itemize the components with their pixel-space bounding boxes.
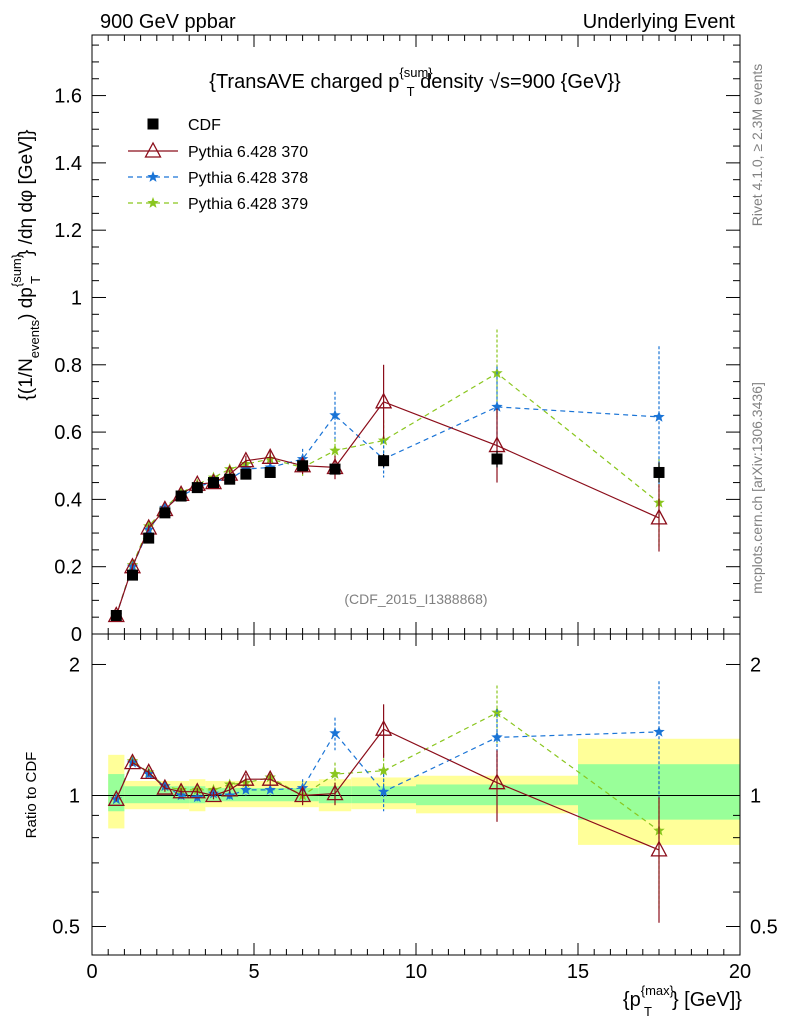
x-tick-label: 15	[567, 961, 589, 983]
main-point-cdf	[240, 468, 252, 480]
main-point-pythia-6-428-379	[224, 463, 236, 474]
main-point-cdf	[127, 569, 138, 581]
x-tick-label: 20	[729, 961, 751, 983]
ratio-point-pythia-6-428-379	[377, 764, 390, 776]
ratio-point-pythia-6-428-378	[491, 731, 503, 743]
main-point-pythia-6-428-378	[491, 400, 503, 412]
legend-marker-cdf	[147, 118, 159, 130]
main-point-cdf	[143, 532, 155, 544]
ratio-point-pythia-6-428-379	[491, 706, 503, 718]
ratio-point-pythia-6-428-378	[224, 789, 236, 801]
header-right: Underlying Event	[583, 11, 736, 33]
x-tick-label: 5	[248, 961, 259, 983]
ratio-point-pythia-6-428-370	[650, 840, 668, 857]
mcplots-label: mcplots.cern.ch [arXiv:1306.3436]	[749, 382, 765, 594]
x-tick-label: 0	[86, 961, 97, 983]
ratio-y-tick-label: 2	[69, 654, 80, 676]
ratio-point-pythia-6-428-370	[237, 769, 255, 786]
ratio-band-green-3	[205, 788, 319, 802]
main-point-cdf	[378, 455, 390, 467]
main-y-tick-label: 0.4	[54, 489, 82, 511]
main-point-pythia-6-428-378	[240, 463, 252, 474]
ratio-y-tick-label-right: 2	[750, 654, 761, 676]
main-point-cdf	[224, 473, 236, 485]
ratio-point-pythia-6-428-370	[204, 786, 223, 803]
main-title: {TransAVE charged p{sum} T density √s=900…	[209, 65, 621, 99]
ratio-point-pythia-6-428-370	[375, 719, 393, 736]
main-point-cdf	[491, 453, 503, 465]
main-point-cdf	[264, 466, 276, 478]
main-point-cdf	[159, 507, 171, 519]
main-point-pythia-6-428-378	[329, 409, 341, 421]
ratio-y-tick-label: 1	[69, 785, 80, 807]
ratio-point-pythia-6-428-370	[188, 782, 206, 799]
main-point-cdf	[110, 609, 122, 621]
legend-label-pythia-6-428-370: Pythia 6.428 370	[188, 144, 308, 161]
ratio-point-pythia-6-428-370	[488, 773, 506, 790]
main-point-cdf	[208, 477, 219, 489]
main-y-tick-label: 0.6	[54, 422, 82, 444]
main-point-cdf	[653, 466, 665, 478]
analysis-watermark: (CDF_2015_I1388868)	[344, 591, 487, 607]
main-point-pythia-6-428-370	[650, 508, 668, 525]
ratio-point-pythia-6-428-370	[156, 778, 174, 795]
legend-marker-pythia-6-428-379	[147, 197, 159, 208]
ratio-point-pythia-6-428-378	[191, 791, 203, 803]
ratio-point-pythia-6-428-370	[123, 753, 142, 770]
legend-marker-pythia-6-428-378	[147, 171, 159, 182]
ratio-ylabel: Ratio to CDF	[23, 752, 40, 839]
main-y-tick-label: 1	[71, 287, 82, 309]
rivet-label: Rivet 4.1.0, ≥ 2.3M events	[749, 64, 765, 227]
ratio-point-pythia-6-428-370	[172, 782, 190, 799]
main-point-cdf	[297, 460, 309, 472]
main-point-cdf	[175, 490, 187, 502]
main-point-pythia-6-428-378	[264, 461, 276, 473]
main-y-tick-label: 0.2	[54, 557, 82, 579]
ratio-point-pythia-6-428-370	[140, 763, 158, 780]
main-y-tick-label: 1.6	[54, 86, 82, 108]
ratio-point-pythia-6-428-370	[221, 780, 239, 797]
ratio-point-pythia-6-428-378	[240, 783, 252, 795]
main-line-pythia-6-428-370	[115, 401, 660, 616]
main-point-cdf	[191, 482, 203, 494]
legend-label-cdf: CDF	[188, 117, 221, 134]
ratio-point-pythia-6-428-379	[224, 778, 236, 790]
ratio-point-pythia-6-428-379	[329, 768, 341, 779]
legend-marker-pythia-6-428-370	[144, 141, 162, 158]
ratio-y-tick-label-right: 1	[750, 785, 761, 807]
ratio-point-pythia-6-428-370	[326, 784, 344, 801]
main-point-pythia-6-428-379	[377, 434, 390, 446]
main-point-pythia-6-428-378	[653, 410, 665, 422]
main-y-tick-label: 1.4	[54, 153, 82, 175]
main-ylabel: {(1/Nevents) dp{sum} T} /dη dφ [GeV]}	[9, 130, 43, 401]
legend-label-pythia-6-428-378: Pythia 6.428 378	[188, 170, 308, 187]
ratio-point-pythia-6-428-378	[329, 727, 341, 739]
main-y-tick-label: 0	[71, 624, 82, 646]
main-y-tick-label: 1.2	[54, 220, 82, 242]
header-left: 900 GeV ppbar	[100, 11, 236, 33]
ratio-point-pythia-6-428-378	[653, 725, 665, 737]
ratio-point-pythia-6-428-370	[261, 769, 279, 786]
main-y-tick-label: 0.8	[54, 355, 82, 377]
legend-label-pythia-6-428-379: Pythia 6.428 379	[188, 196, 308, 213]
main-point-pythia-6-428-370	[237, 451, 255, 468]
ratio-point-pythia-6-428-370	[294, 786, 312, 803]
main-point-pythia-6-428-370	[261, 447, 279, 464]
main-point-cdf	[329, 463, 341, 475]
chart-marks: 0 5 10 15 20 0 0.2 0.4 0.6 0.8 1 1.2 1.4 1.6 0.5 0.5 1 1 2…	[52, 34, 778, 983]
ratio-point-pythia-6-428-370	[107, 789, 125, 806]
main-line-pythia-6-428-379	[115, 372, 660, 616]
ratio-point-pythia-6-428-378	[264, 783, 276, 795]
ratio-y-tick-label: 0.5	[52, 916, 80, 938]
ratio-y-tick-label-right: 0.5	[750, 916, 778, 938]
x-axis-label: {p{max} T} [GeV]}	[623, 983, 742, 1019]
x-tick-label: 10	[405, 961, 427, 983]
ratio-point-pythia-6-428-378	[377, 785, 390, 797]
main-point-pythia-6-428-379	[329, 444, 341, 456]
main-point-pythia-6-428-370	[375, 392, 393, 409]
